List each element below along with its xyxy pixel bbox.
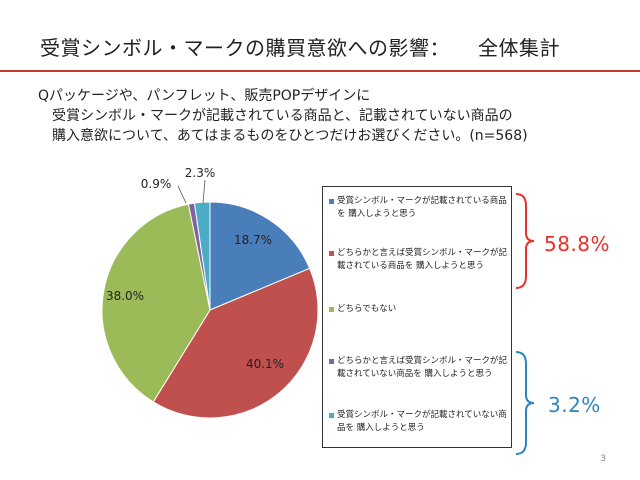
legend-item-negative: 受賞シンボル・マークが記載されていない商品を 購入しようと思う <box>329 409 507 435</box>
legend-swatch-icon <box>329 413 334 418</box>
legend-label: どちらでもない <box>337 304 396 314</box>
legend-swatch-icon <box>329 199 334 204</box>
slice-value-label: 38.0% <box>106 289 144 303</box>
page-number: 3 <box>600 454 606 464</box>
positive-brace-icon <box>516 194 534 288</box>
group-braces <box>516 194 534 454</box>
legend-swatch-icon <box>329 251 334 256</box>
legend-label: 受賞シンボル・マークが記載されていない商品を 購入しようと思う <box>337 410 507 433</box>
legend-swatch-icon <box>329 359 334 364</box>
chart-legend: 受賞シンボル・マークが記載されている商品を 購入しようと思う どちらかと言えば受… <box>322 186 512 448</box>
legend-swatch-icon <box>329 307 334 312</box>
negative-brace-icon <box>516 352 534 454</box>
slice-value-label: 0.9% <box>141 177 172 191</box>
leader-line <box>178 186 186 203</box>
slice-value-label: 18.7% <box>234 233 272 247</box>
negative-total-label: 3.2% <box>548 393 601 417</box>
legend-label: どちらかと言えば受賞シンボル・マークが記載されている商品を 購入しようと思う <box>337 248 507 271</box>
slice-value-label: 40.1% <box>246 357 284 371</box>
slice-value-label: 2.3% <box>185 166 216 180</box>
pie-slices <box>102 202 318 418</box>
legend-item-somewhat-positive: どちらかと言えば受賞シンボル・マークが記載されている商品を 購入しようと思う <box>329 247 507 273</box>
leader-line <box>203 180 205 203</box>
legend-label: どちらかと言えば受賞シンボル・マークが記載されていない商品を 購入しようと思う <box>337 356 507 379</box>
positive-total-label: 58.8% <box>544 232 610 256</box>
legend-item-neutral: どちらでもない <box>329 303 507 316</box>
legend-item-positive: 受賞シンボル・マークが記載されている商品を 購入しようと思う <box>329 195 507 221</box>
legend-item-somewhat-negative: どちらかと言えば受賞シンボル・マークが記載されていない商品を 購入しようと思う <box>329 355 507 381</box>
legend-label: 受賞シンボル・マークが記載されている商品を 購入しようと思う <box>337 196 507 219</box>
